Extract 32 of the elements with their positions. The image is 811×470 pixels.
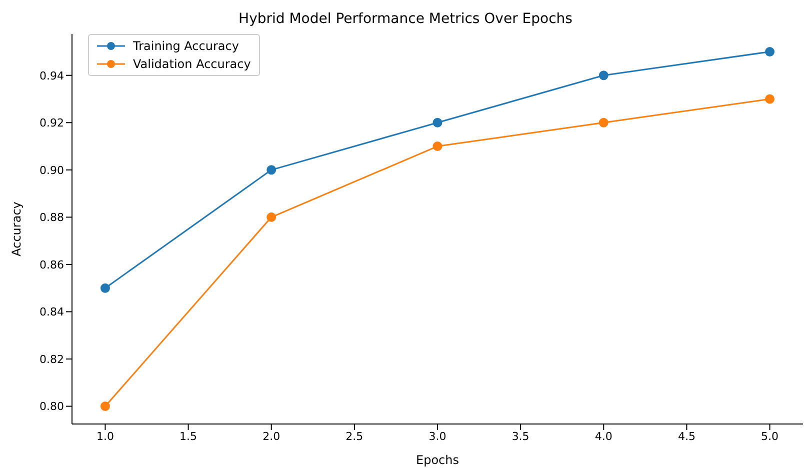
y-tick-label: 0.84 <box>40 306 64 319</box>
x-tick-label: 2.0 <box>262 430 280 443</box>
legend-label: Training Accuracy <box>133 38 239 55</box>
y-tick-label: 0.92 <box>40 116 64 130</box>
point <box>765 94 775 104</box>
x-tick-label: 4.0 <box>594 430 612 443</box>
point <box>432 118 442 128</box>
x-tick-label: 5.0 <box>761 430 779 443</box>
x-tick-label: 3.0 <box>428 430 446 443</box>
legend-label: Validation Accuracy <box>133 56 251 73</box>
point <box>100 283 110 293</box>
point <box>598 118 608 128</box>
point <box>266 165 276 175</box>
x-tick-label: 2.5 <box>346 430 364 443</box>
y-axis-title: Accuracy <box>9 202 24 256</box>
point <box>432 142 442 152</box>
y-tick-label: 0.88 <box>40 211 64 224</box>
y-tick-label: 0.86 <box>40 258 64 272</box>
x-tick-label: 3.5 <box>512 430 530 443</box>
point <box>598 70 608 80</box>
x-tick-label: 1.0 <box>96 430 114 443</box>
y-tick-label: 0.82 <box>40 352 64 366</box>
point <box>765 46 775 56</box>
y-tick-label: 0.80 <box>40 400 64 414</box>
x-tick-label: 4.5 <box>678 430 696 443</box>
point <box>100 402 110 412</box>
y-tick-label: 0.94 <box>40 69 64 82</box>
x-tick-label: 1.5 <box>180 430 198 443</box>
point <box>266 212 276 222</box>
x-axis-title: Epochs <box>416 453 459 467</box>
y-tick-label: 0.90 <box>40 164 64 177</box>
chart-title: Hybrid Model Performance Metrics Over Epochs <box>238 10 574 29</box>
